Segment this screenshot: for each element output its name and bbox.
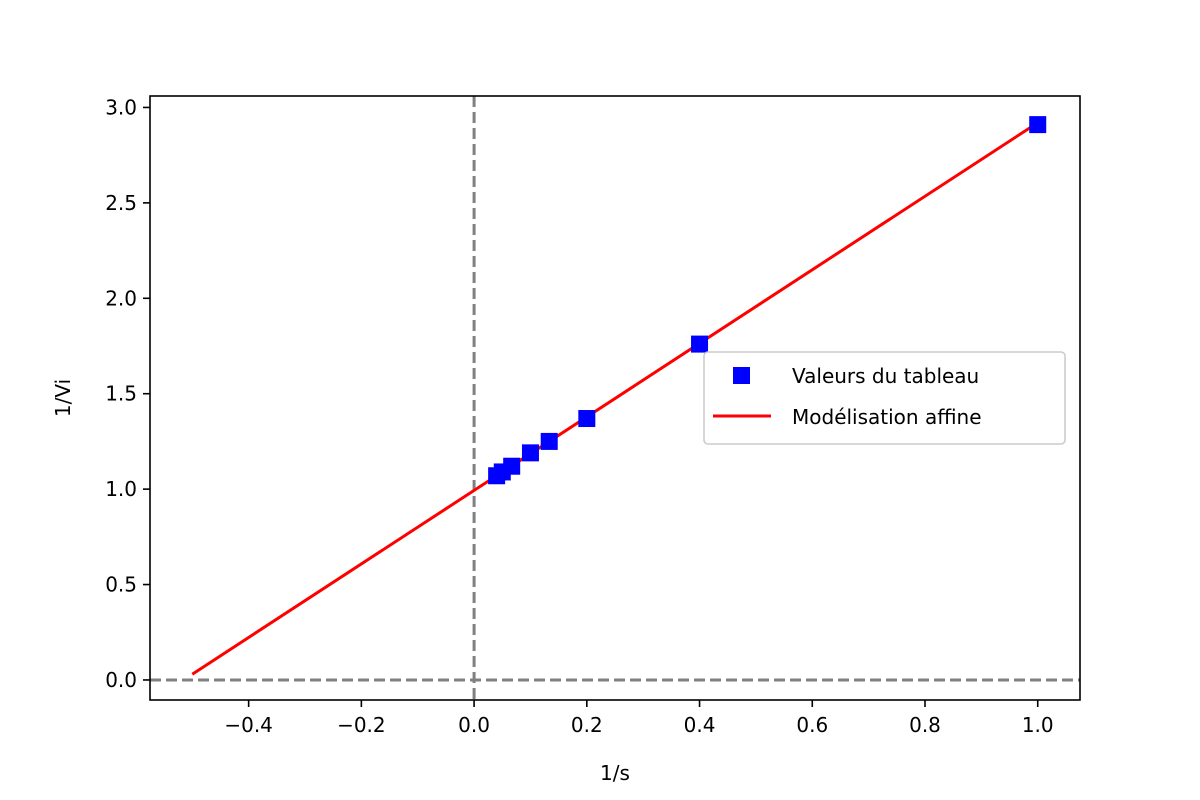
y-tick-label: 1.5 <box>105 382 137 406</box>
data-point <box>1029 116 1047 134</box>
x-tick-label: 1.0 <box>1022 713 1054 737</box>
data-point <box>521 444 539 462</box>
x-tick-label: 0.2 <box>571 713 603 737</box>
y-tick-label: 0.5 <box>105 573 137 597</box>
legend-box <box>703 351 1066 445</box>
y-tick-label: 3.0 <box>105 95 137 119</box>
y-tick-label: 0.0 <box>105 668 137 692</box>
data-point <box>540 432 558 450</box>
plot-frame <box>149 95 1081 701</box>
x-tick-label: 0.0 <box>458 713 490 737</box>
y-axis-ticks: 0.0 0.5 1.0 1.5 2.0 2.5 3.0 <box>105 95 150 692</box>
y-tick-label: 2.0 <box>105 286 137 310</box>
legend: Valeurs du tableau Modélisation affine <box>703 351 1066 445</box>
fit-line <box>191 121 1039 676</box>
data-point <box>691 335 709 353</box>
data-point <box>503 457 521 475</box>
reference-lines <box>150 96 1080 700</box>
x-axis-label: 1/s <box>600 761 630 785</box>
x-tick-label: 0.4 <box>684 713 716 737</box>
x-tick-label: 0.6 <box>796 713 828 737</box>
data-point <box>578 410 596 428</box>
legend-marker-scatter <box>733 367 750 384</box>
x-axis-ticks: −0.4 −0.2 0.0 0.2 0.4 0.6 0.8 1.0 <box>224 700 1054 737</box>
x-tick-label: 0.8 <box>909 713 941 737</box>
y-tick-label: 1.0 <box>105 477 137 501</box>
x-tick-label: −0.2 <box>337 713 386 737</box>
legend-label-line: Modélisation affine <box>792 405 982 429</box>
legend-label-scatter: Valeurs du tableau <box>792 364 979 388</box>
x-tick-label: −0.4 <box>224 713 273 737</box>
series-lines <box>191 121 1039 676</box>
y-axis-label: 1/Vi <box>51 379 75 417</box>
series-markers <box>488 116 1047 485</box>
y-tick-label: 2.5 <box>105 191 137 215</box>
